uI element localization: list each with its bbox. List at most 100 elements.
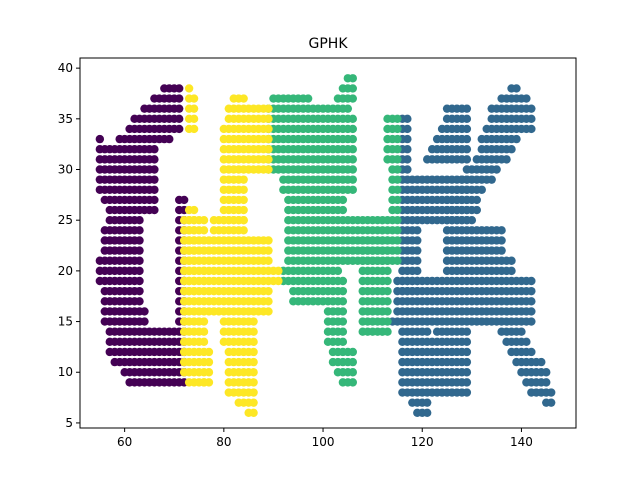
scatter-point (507, 266, 516, 276)
scatter-point (249, 398, 258, 407)
scatter-point (348, 165, 357, 174)
scatter-point (522, 337, 531, 347)
scatter-point (537, 357, 546, 367)
scatter-point (462, 124, 472, 134)
scatter-point (189, 124, 199, 134)
scatter-point (150, 195, 159, 205)
scatter-point (462, 104, 472, 113)
scatter-point (477, 185, 486, 194)
scatter-point (338, 276, 348, 286)
y-tick-label: 10 (58, 365, 73, 379)
scatter-point (199, 378, 209, 387)
scatter-point (239, 205, 248, 215)
scatter-point (249, 317, 258, 326)
scatter-point (413, 236, 422, 245)
scatter-point (527, 276, 536, 286)
scatter-point (175, 94, 184, 103)
scatter-point (189, 94, 199, 103)
scatter-point (189, 205, 199, 215)
scatter-point (264, 286, 273, 296)
scatter-point (467, 215, 477, 225)
scatter-point (135, 266, 144, 276)
x-axis-ticks: 60 80 100 120 140 (117, 428, 533, 449)
scatter-point (472, 205, 481, 215)
scatter-point (507, 145, 516, 154)
scatter-point (462, 388, 472, 397)
scatter-point (403, 124, 412, 134)
scatter-point (502, 155, 511, 164)
scatter-point (547, 388, 556, 397)
scatter-point (527, 307, 536, 316)
scatter-point (393, 205, 402, 215)
scatter-points (95, 74, 556, 417)
y-tick-label: 40 (58, 61, 73, 75)
scatter-point (472, 195, 481, 205)
scatter-point (199, 327, 209, 336)
scatter-point (348, 357, 357, 367)
scatter-point (204, 368, 214, 377)
y-tick-label: 30 (58, 163, 73, 177)
scatter-point (393, 215, 402, 225)
scatter-point (393, 195, 402, 205)
scatter-point (239, 185, 248, 194)
scatter-point (492, 165, 501, 174)
scatter-point (413, 256, 422, 265)
scatter-point (507, 256, 516, 265)
scatter-point (249, 378, 258, 387)
scatter-point (303, 94, 313, 103)
scatter-point (343, 104, 353, 113)
scatter-point (393, 185, 402, 194)
scatter-point (249, 347, 258, 357)
scatter-point (348, 378, 357, 387)
scatter-point (179, 195, 189, 205)
scatter-point (239, 94, 248, 103)
y-tick-label: 25 (58, 213, 73, 227)
scatter-point (383, 317, 392, 326)
scatter-point (135, 226, 144, 235)
scatter-point (264, 307, 273, 316)
scatter-point (512, 134, 521, 144)
scatter-point (135, 236, 144, 245)
scatter-point (264, 256, 273, 265)
scatter-point (150, 155, 159, 164)
scatter-point (348, 185, 357, 194)
scatter-point (199, 226, 209, 235)
scatter-point (165, 134, 174, 144)
scatter-point (175, 104, 184, 113)
scatter-point (264, 134, 273, 144)
scatter-point (239, 226, 248, 235)
scatter-point (527, 104, 536, 113)
x-tick-label: 120 (411, 435, 434, 449)
scatter-point (403, 155, 412, 164)
scatter-point (527, 297, 536, 306)
scatter-point (348, 134, 357, 144)
scatter-point (462, 378, 472, 387)
scatter-point (393, 145, 402, 154)
scatter-point (264, 165, 273, 174)
scatter-point (497, 226, 506, 235)
scatter-point (413, 266, 422, 276)
scatter-point (547, 398, 556, 407)
x-tick-label: 100 (312, 435, 335, 449)
scatter-point (393, 246, 402, 255)
scatter-point (393, 124, 402, 134)
scatter-point (462, 347, 472, 357)
scatter-point (393, 114, 402, 124)
scatter-point (403, 114, 412, 124)
scatter-point (199, 337, 209, 347)
chart-title: GPHK (309, 36, 349, 52)
y-tick-label: 20 (58, 264, 73, 278)
scatter-point (348, 114, 357, 124)
scatter-point (517, 327, 526, 336)
scatter-point (95, 134, 105, 144)
scatter-point (249, 327, 258, 336)
scatter-point (264, 297, 273, 306)
scatter-point (403, 165, 412, 174)
scatter-point (403, 134, 412, 144)
scatter-point (348, 84, 357, 93)
scatter-point (393, 155, 402, 164)
scatter-point (338, 307, 348, 316)
scatter-point (150, 145, 159, 154)
scatter-point (413, 246, 422, 255)
